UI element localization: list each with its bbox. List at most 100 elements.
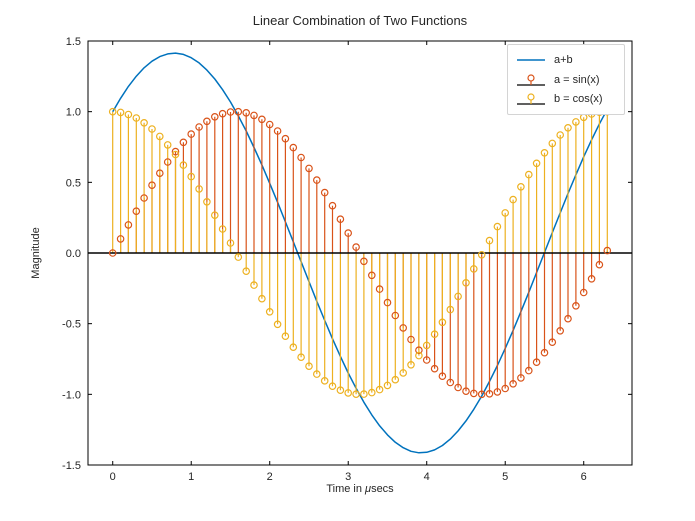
stem-marker — [524, 366, 533, 375]
stem-marker — [477, 251, 486, 259]
stem-marker — [422, 356, 431, 364]
series-line-a-b — [112, 52, 608, 454]
stem-marker — [564, 124, 572, 132]
stem-marker — [250, 111, 258, 120]
stem-marker — [132, 114, 141, 122]
x-tick-label: 2 — [267, 471, 273, 483]
legend-stem-marker — [527, 93, 535, 101]
stem-marker — [179, 138, 188, 147]
stem-marker — [501, 384, 510, 393]
stem-marker — [273, 320, 282, 329]
stem-marker — [367, 271, 376, 280]
stem-marker — [524, 170, 533, 179]
stem-marker — [312, 176, 321, 184]
stem-marker — [297, 153, 305, 162]
stem-marker — [250, 281, 258, 289]
stem-marker — [203, 198, 211, 206]
stem-marker — [556, 326, 565, 335]
stem-marker — [163, 158, 172, 166]
stem-marker — [218, 225, 227, 233]
stem-marker — [509, 195, 517, 204]
x-tick-label: 0 — [110, 471, 116, 483]
stem-marker — [265, 120, 274, 129]
stem-marker — [320, 376, 329, 385]
stem-marker — [171, 147, 180, 156]
x-tick-label: 5 — [502, 471, 508, 483]
y-tick-label: -1.5 — [62, 460, 81, 472]
x-axis-label-suffix: secs — [371, 483, 394, 495]
stem-marker — [391, 375, 400, 384]
stem-marker — [352, 243, 360, 251]
stem-marker — [360, 390, 368, 398]
series-stems-b-cos-x — [112, 111, 608, 395]
x-axis-label: Time in μsecs — [88, 483, 632, 495]
stem-marker — [462, 387, 470, 396]
stem-marker — [328, 382, 337, 391]
legend-sample-stem — [517, 93, 545, 105]
stem-marker — [336, 386, 345, 395]
stem-marker — [195, 123, 203, 131]
stem-marker — [399, 369, 408, 377]
stem-marker — [493, 222, 502, 231]
legend-stem-marker — [527, 73, 535, 82]
stem-marker — [579, 288, 588, 297]
stem-marker — [383, 381, 392, 390]
stem-marker — [218, 109, 227, 118]
stem-marker — [281, 134, 290, 143]
stem-marker — [572, 118, 580, 126]
stem-marker — [163, 141, 172, 149]
stem-marker — [383, 298, 392, 307]
stem-marker — [226, 108, 235, 116]
stem-marker — [556, 131, 565, 139]
stem-marker — [108, 107, 117, 116]
chart-title: Linear Combination of Two Functions — [252, 13, 468, 28]
stem-marker — [179, 161, 188, 169]
stem-marker — [344, 229, 353, 237]
stem-marker — [171, 150, 180, 159]
stem-marker — [477, 390, 486, 399]
stem-marker — [454, 292, 462, 301]
stem-marker — [242, 109, 251, 117]
y-tick-label: 0.5 — [66, 177, 81, 189]
stem-marker — [587, 274, 596, 283]
legend-entry-label: a = sin(x) — [554, 73, 600, 86]
stem-marker — [156, 132, 164, 141]
legend-entry-label: b = cos(x) — [554, 93, 603, 106]
stem-marker — [211, 211, 219, 220]
legend-sample-stem — [517, 73, 545, 86]
stem-marker — [258, 115, 266, 124]
stem-marker — [108, 249, 117, 257]
stem-marker — [124, 221, 133, 229]
stem-marker — [265, 307, 274, 316]
stem-marker — [116, 235, 125, 243]
legend: a+b a = sin(x) b = cos(x) — [507, 44, 625, 115]
stem-marker — [548, 338, 557, 347]
stem-marker — [603, 246, 612, 255]
stem-marker — [140, 119, 148, 127]
stem-marker — [540, 348, 549, 357]
x-tick-label: 3 — [345, 471, 351, 483]
stem-marker — [195, 185, 203, 193]
y-axis-label: Magnitude — [30, 227, 42, 279]
legend-entry-b-cos-x: b = cos(x) — [516, 89, 616, 109]
stem-marker — [485, 389, 494, 398]
stem-marker — [540, 149, 549, 157]
y-tick-label: 1.5 — [66, 36, 81, 48]
stem-marker — [234, 253, 243, 261]
stem-marker — [273, 127, 282, 135]
mu-symbol: μ — [365, 483, 372, 495]
stem-marker — [305, 164, 313, 173]
stem-marker — [485, 236, 494, 245]
stem-marker — [517, 183, 525, 191]
stem-marker — [469, 265, 478, 273]
stem-marker — [140, 194, 148, 202]
stem-marker — [289, 143, 298, 152]
stem-marker — [422, 341, 431, 350]
series-markers-a-sin-x — [108, 107, 612, 399]
stem-marker — [148, 181, 156, 190]
stem-marker — [352, 390, 360, 399]
stem-marker — [399, 324, 408, 332]
stem-marker — [407, 360, 415, 369]
stem-marker — [344, 389, 353, 397]
